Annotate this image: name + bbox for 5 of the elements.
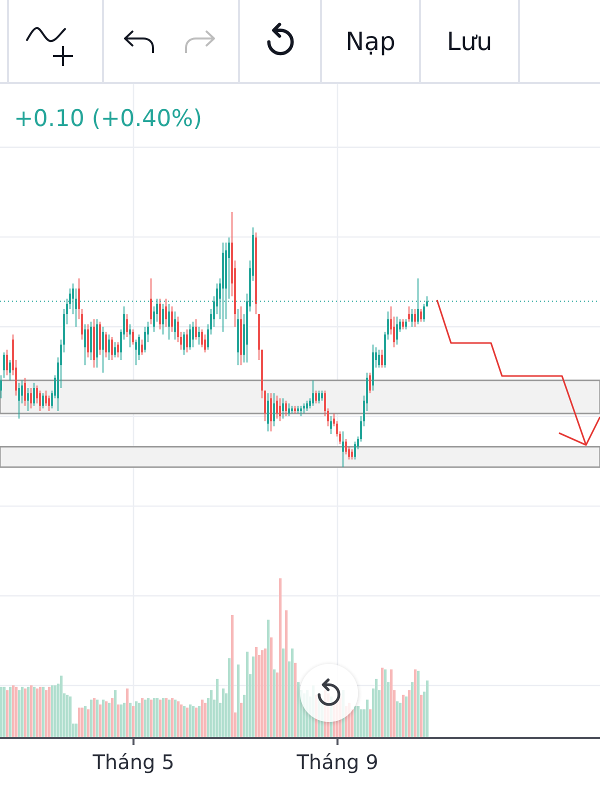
x-tick-label: Tháng 9 bbox=[296, 750, 378, 774]
x-tick-label: Tháng 5 bbox=[92, 750, 174, 774]
text: Lưu bbox=[446, 26, 492, 56]
chart-subtitle: +0.10 (+0.40%) bbox=[14, 106, 202, 132]
text: Nạp bbox=[346, 26, 396, 56]
